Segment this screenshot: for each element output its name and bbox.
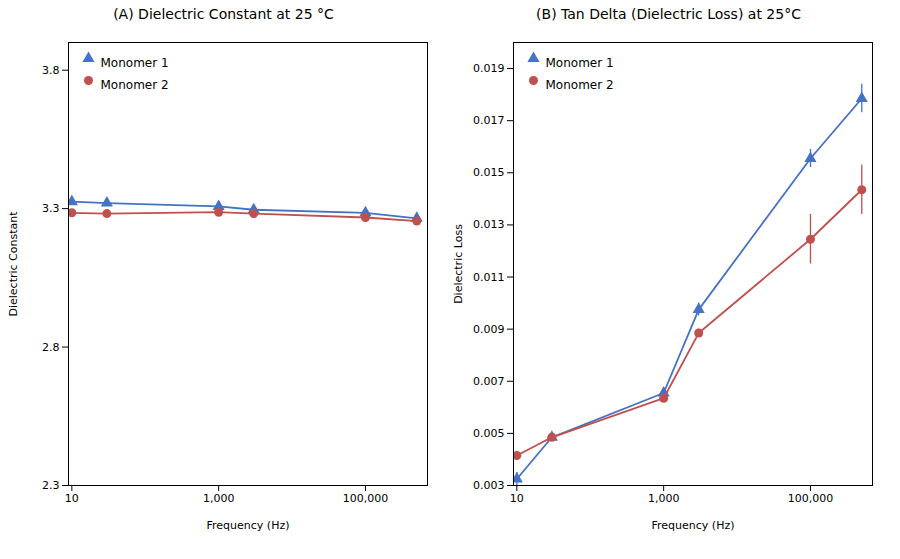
svg-text:Dielectric Constant: Dielectric Constant bbox=[7, 211, 20, 317]
svg-text:0.017: 0.017 bbox=[473, 114, 505, 127]
svg-text:100,000: 100,000 bbox=[343, 492, 389, 505]
svg-text:10: 10 bbox=[65, 492, 79, 505]
svg-text:0.013: 0.013 bbox=[473, 218, 505, 231]
html-text:(A) Dielectric Constant at 25: (A) Dielectric Constant at 25 °C bbox=[113, 6, 334, 22]
svg-text:0.005: 0.005 bbox=[473, 427, 505, 440]
svg-text:2.3: 2.3 bbox=[42, 479, 60, 492]
svg-text:0.015: 0.015 bbox=[473, 166, 505, 179]
svg-text:10: 10 bbox=[510, 492, 524, 505]
svg-text:2.8: 2.8 bbox=[42, 341, 60, 354]
svg-text:3.8: 3.8 bbox=[42, 64, 60, 77]
svg-text:100,000: 100,000 bbox=[788, 492, 834, 505]
svg-text:Monomer 1: Monomer 1 bbox=[101, 56, 169, 70]
svg-text:0.003: 0.003 bbox=[473, 479, 505, 492]
svg-text:Frequency (Hz): Frequency (Hz) bbox=[652, 519, 735, 532]
svg-text:0.007: 0.007 bbox=[473, 375, 505, 388]
svg-text:Monomer 1: Monomer 1 bbox=[546, 56, 614, 70]
html-text:(B) Tan Delta (Dielectric Loss: (B) Tan Delta (Dielectric Loss) at 25°C bbox=[536, 6, 801, 22]
svg-text:Frequency (Hz): Frequency (Hz) bbox=[207, 519, 290, 532]
svg-text:0.019: 0.019 bbox=[473, 62, 505, 75]
svg-text:1,000: 1,000 bbox=[203, 492, 235, 505]
svg-text:Dielectric Loss: Dielectric Loss bbox=[452, 224, 465, 304]
svg-text:Monomer 2: Monomer 2 bbox=[101, 78, 169, 92]
svg-text:Monomer 2: Monomer 2 bbox=[546, 78, 614, 92]
svg-text:3.3: 3.3 bbox=[42, 202, 60, 215]
svg-text:0.009: 0.009 bbox=[473, 323, 505, 336]
svg-text:1,000: 1,000 bbox=[648, 492, 680, 505]
svg-text:0.011: 0.011 bbox=[473, 271, 505, 284]
